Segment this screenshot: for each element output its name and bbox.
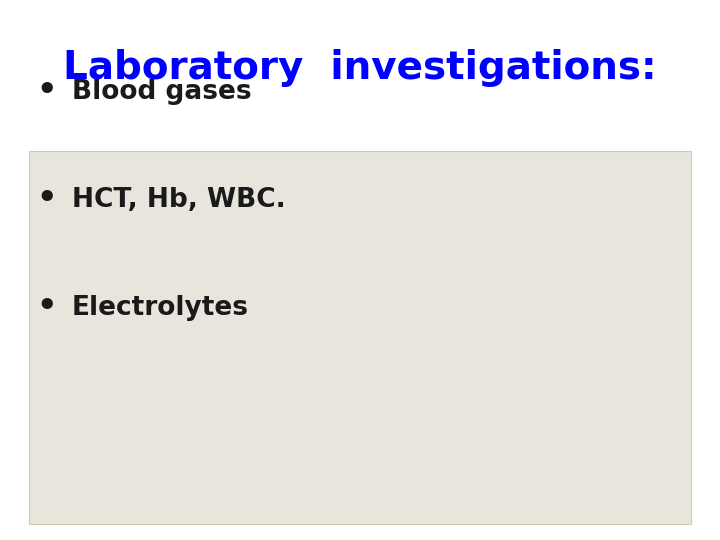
- Text: Electrolytes: Electrolytes: [72, 295, 249, 321]
- FancyBboxPatch shape: [29, 151, 691, 524]
- Text: HCT, Hb, WBC.: HCT, Hb, WBC.: [72, 187, 286, 213]
- Text: Blood gases: Blood gases: [72, 79, 251, 105]
- Text: Laboratory  investigations:: Laboratory investigations:: [63, 49, 657, 86]
- Text: •: •: [37, 184, 57, 215]
- Text: •: •: [37, 292, 57, 323]
- Text: •: •: [37, 76, 57, 107]
